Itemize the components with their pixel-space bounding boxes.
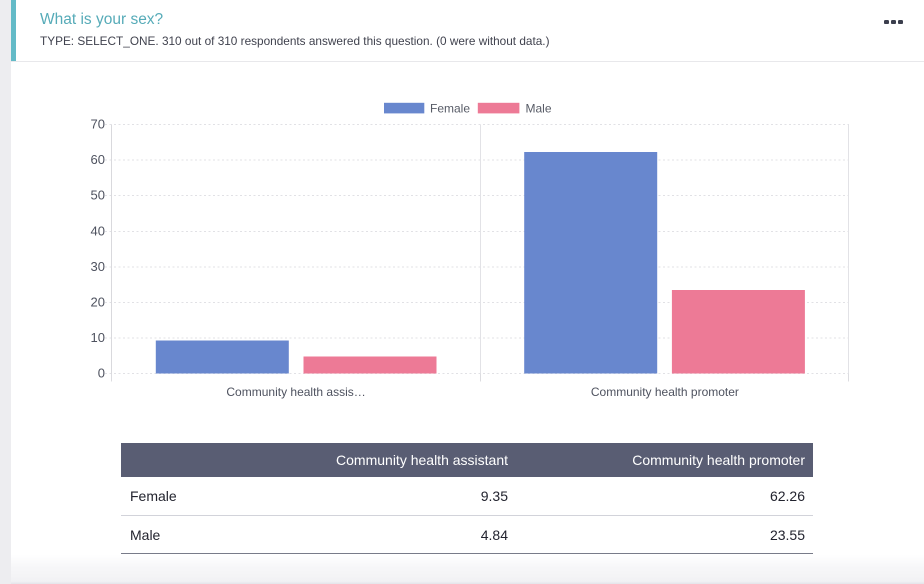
svg-text:30: 30 <box>91 259 105 274</box>
svg-text:Community health assis…: Community health assis… <box>226 385 365 399</box>
svg-text:10: 10 <box>91 330 105 345</box>
svg-text:50: 50 <box>91 188 105 203</box>
svg-text:40: 40 <box>91 224 105 239</box>
svg-text:60: 60 <box>91 152 105 167</box>
svg-text:Community health promoter: Community health promoter <box>591 385 739 399</box>
svg-text:Male: Male <box>526 102 552 116</box>
svg-text:0: 0 <box>98 366 105 381</box>
svg-text:Female: Female <box>430 102 470 116</box>
svg-text:20: 20 <box>91 295 105 310</box>
svg-text:70: 70 <box>91 117 105 132</box>
